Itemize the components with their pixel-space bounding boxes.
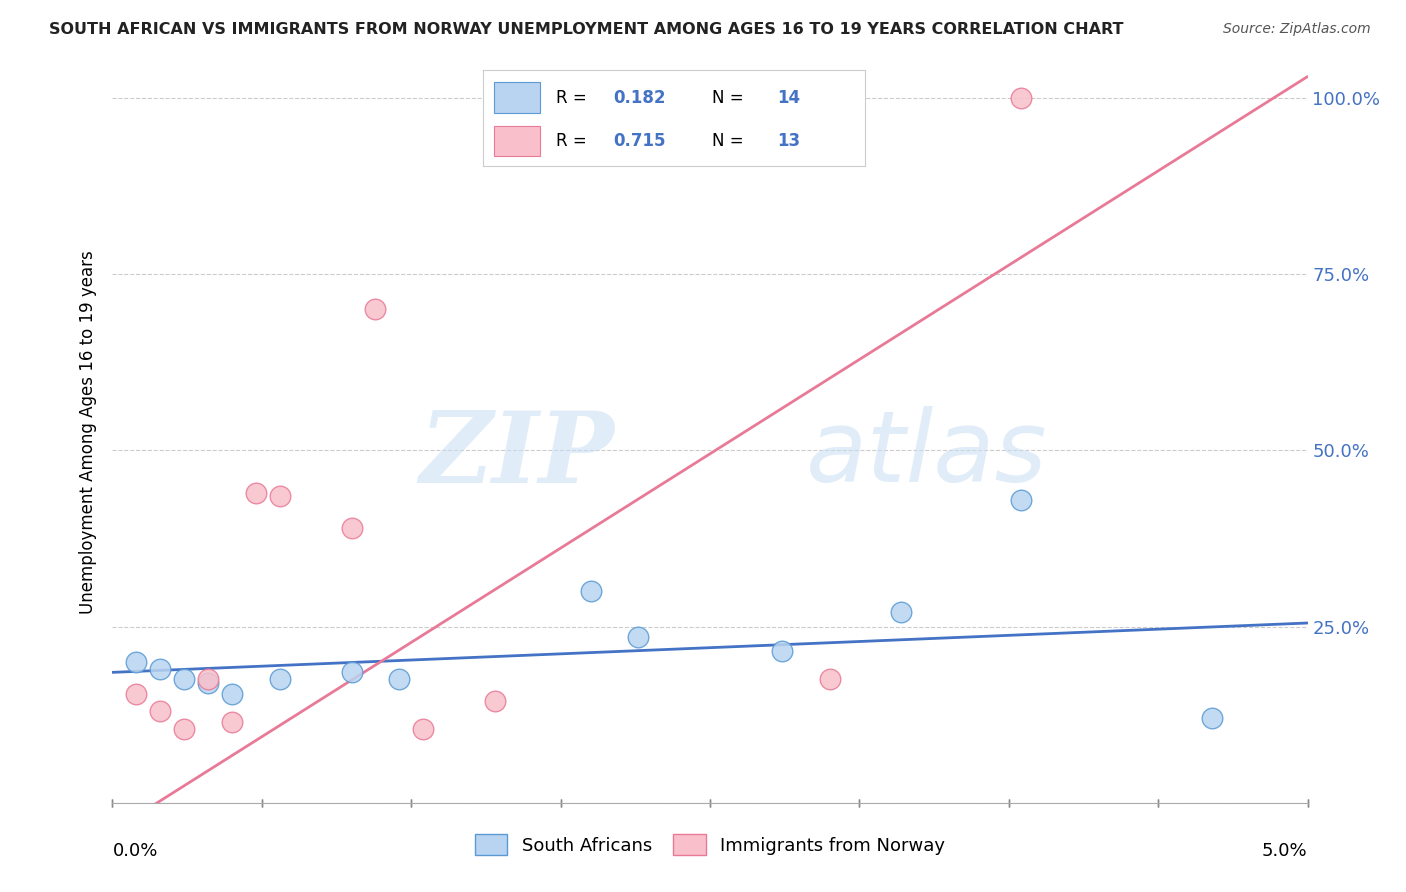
Point [245, 485, 267, 500]
Point [269, 673, 291, 687]
Point [818, 673, 841, 687]
Point [340, 665, 363, 680]
Point [388, 673, 411, 687]
Point [412, 722, 434, 736]
Point [484, 693, 506, 707]
Point [149, 704, 172, 718]
Point [197, 676, 219, 690]
Point [173, 673, 195, 687]
Text: atlas: atlas [806, 407, 1047, 503]
Point [149, 662, 172, 676]
Text: 0.0%: 0.0% [112, 842, 157, 860]
Point [340, 521, 363, 535]
Point [364, 302, 387, 317]
Text: Source: ZipAtlas.com: Source: ZipAtlas.com [1223, 22, 1371, 37]
Point [173, 722, 195, 736]
Point [1010, 492, 1032, 507]
Point [1201, 711, 1223, 725]
Point [125, 655, 148, 669]
Point [1010, 91, 1032, 105]
Point [579, 584, 602, 599]
Point [221, 686, 243, 700]
Text: ZIP: ZIP [419, 407, 614, 503]
Text: SOUTH AFRICAN VS IMMIGRANTS FROM NORWAY UNEMPLOYMENT AMONG AGES 16 TO 19 YEARS C: SOUTH AFRICAN VS IMMIGRANTS FROM NORWAY … [49, 22, 1123, 37]
Point [125, 686, 148, 700]
Text: 5.0%: 5.0% [1263, 842, 1308, 860]
Point [770, 644, 793, 658]
Y-axis label: Unemployment Among Ages 16 to 19 years: Unemployment Among Ages 16 to 19 years [79, 251, 97, 615]
Point [890, 606, 912, 620]
Point [269, 489, 291, 503]
Point [627, 630, 650, 644]
Point [221, 714, 243, 729]
Point [197, 673, 219, 687]
Legend: South Africans, Immigrants from Norway: South Africans, Immigrants from Norway [465, 825, 955, 864]
